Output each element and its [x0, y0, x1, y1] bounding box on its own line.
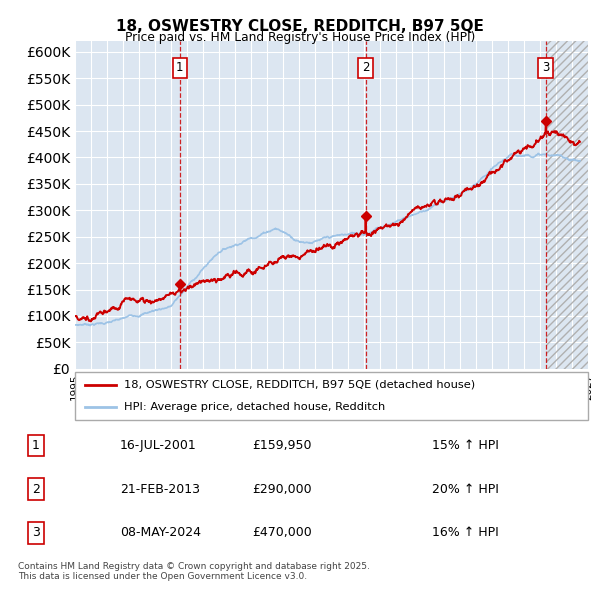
Text: HPI: Average price, detached house, Redditch: HPI: Average price, detached house, Redd… [124, 402, 385, 412]
Text: Contains HM Land Registry data © Crown copyright and database right 2025.
This d: Contains HM Land Registry data © Crown c… [18, 562, 370, 581]
Text: Price paid vs. HM Land Registry's House Price Index (HPI): Price paid vs. HM Land Registry's House … [125, 31, 475, 44]
Text: 20% ↑ HPI: 20% ↑ HPI [432, 483, 499, 496]
Text: 18, OSWESTRY CLOSE, REDDITCH, B97 5QE (detached house): 18, OSWESTRY CLOSE, REDDITCH, B97 5QE (d… [124, 380, 475, 390]
Text: 3: 3 [542, 61, 550, 74]
Text: 1: 1 [32, 439, 40, 452]
Text: 21-FEB-2013: 21-FEB-2013 [120, 483, 200, 496]
Text: 18, OSWESTRY CLOSE, REDDITCH, B97 5QE: 18, OSWESTRY CLOSE, REDDITCH, B97 5QE [116, 19, 484, 34]
Text: £470,000: £470,000 [252, 526, 312, 539]
Text: 1: 1 [176, 61, 184, 74]
Text: 3: 3 [32, 526, 40, 539]
Text: 16% ↑ HPI: 16% ↑ HPI [432, 526, 499, 539]
Text: 16-JUL-2001: 16-JUL-2001 [120, 439, 197, 452]
Text: 15% ↑ HPI: 15% ↑ HPI [432, 439, 499, 452]
FancyBboxPatch shape [75, 372, 588, 420]
Text: 2: 2 [362, 61, 370, 74]
Text: 2: 2 [32, 483, 40, 496]
Text: 08-MAY-2024: 08-MAY-2024 [120, 526, 201, 539]
Text: £290,000: £290,000 [253, 483, 312, 496]
Text: £159,950: £159,950 [253, 439, 312, 452]
